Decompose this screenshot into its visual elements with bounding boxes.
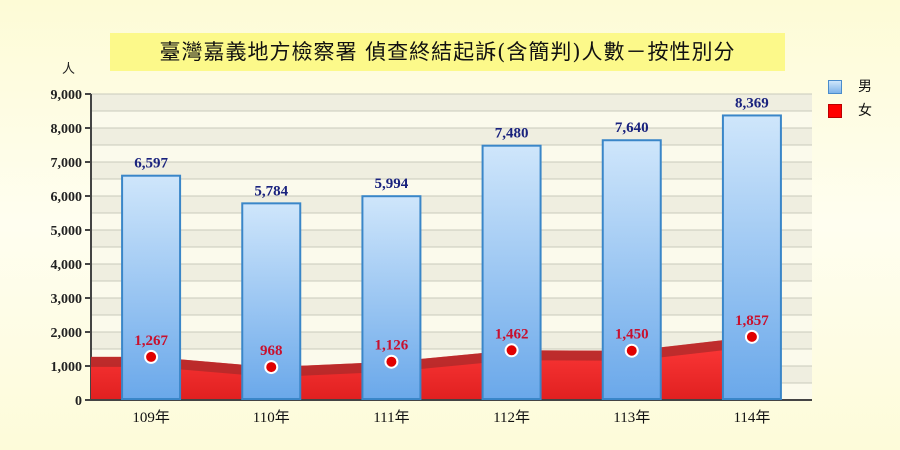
male-bar <box>121 174 182 400</box>
female-value-label: 1,126 <box>375 338 409 354</box>
y-tick-label: 9,000 <box>51 88 83 103</box>
x-tick-label: 113年 <box>613 409 650 426</box>
female-marker <box>144 349 159 364</box>
grid-band <box>91 213 812 230</box>
grid-band <box>91 281 812 298</box>
x-tick-label: 112年 <box>493 409 530 426</box>
female-marker <box>504 343 519 358</box>
female-value-label: 1,857 <box>735 313 769 329</box>
legend-swatch-female <box>828 104 842 118</box>
male-value-label: 5,994 <box>375 176 409 192</box>
x-tick-label: 111年 <box>373 409 409 426</box>
female-marker <box>624 343 639 358</box>
legend-item-male: 男 <box>828 76 872 96</box>
x-tick-label: 110年 <box>253 409 290 426</box>
grid-band <box>91 145 812 162</box>
grid-band <box>91 196 812 213</box>
y-tick-label: 5,000 <box>51 224 83 239</box>
grid-band <box>91 128 812 145</box>
female-value-label: 1,462 <box>495 326 529 342</box>
grid-band <box>91 264 812 281</box>
female-marker <box>384 354 399 369</box>
chart-title: 臺灣嘉義地方檢察署 偵查終結起訴(含簡判)人數－按性別分 <box>110 33 785 71</box>
y-tick-label: 1,000 <box>51 360 83 375</box>
grid-band <box>91 162 812 179</box>
grid-band <box>91 230 812 247</box>
y-tick-label: 6,000 <box>51 190 83 205</box>
female-marker <box>744 329 759 344</box>
female-marker <box>264 360 279 375</box>
male-bar <box>601 139 662 401</box>
y-tick-label: 4,000 <box>51 258 83 273</box>
y-tick-label: 0 <box>75 394 82 409</box>
male-value-label: 6,597 <box>134 156 168 172</box>
grid-band <box>91 111 812 128</box>
male-value-label: 7,480 <box>495 126 529 142</box>
y-tick-label: 2,000 <box>51 326 83 341</box>
legend-label-male: 男 <box>858 79 872 95</box>
x-tick-label: 109年 <box>132 409 170 426</box>
legend-label-female: 女 <box>858 103 872 119</box>
grid-band <box>91 179 812 196</box>
x-tick-label: 114年 <box>733 409 770 426</box>
male-bar <box>721 114 782 400</box>
female-value-label: 968 <box>260 343 283 359</box>
legend-swatch-male <box>828 80 842 94</box>
male-value-label: 8,369 <box>735 95 769 111</box>
grid-band <box>91 315 812 332</box>
grid-band <box>91 298 812 315</box>
male-bar <box>481 144 542 400</box>
male-value-label: 5,784 <box>254 183 288 199</box>
male-value-label: 7,640 <box>615 120 649 136</box>
y-tick-label: 7,000 <box>51 156 83 171</box>
grid-band <box>91 247 812 264</box>
female-value-label: 1,267 <box>134 333 168 349</box>
female-value-label: 1,450 <box>615 327 649 343</box>
grid-band <box>91 94 812 111</box>
y-tick-label: 3,000 <box>51 292 83 307</box>
y-tick-label: 8,000 <box>51 122 83 137</box>
y-axis-unit: 人 <box>62 62 76 77</box>
legend-item-female: 女 <box>828 100 872 120</box>
